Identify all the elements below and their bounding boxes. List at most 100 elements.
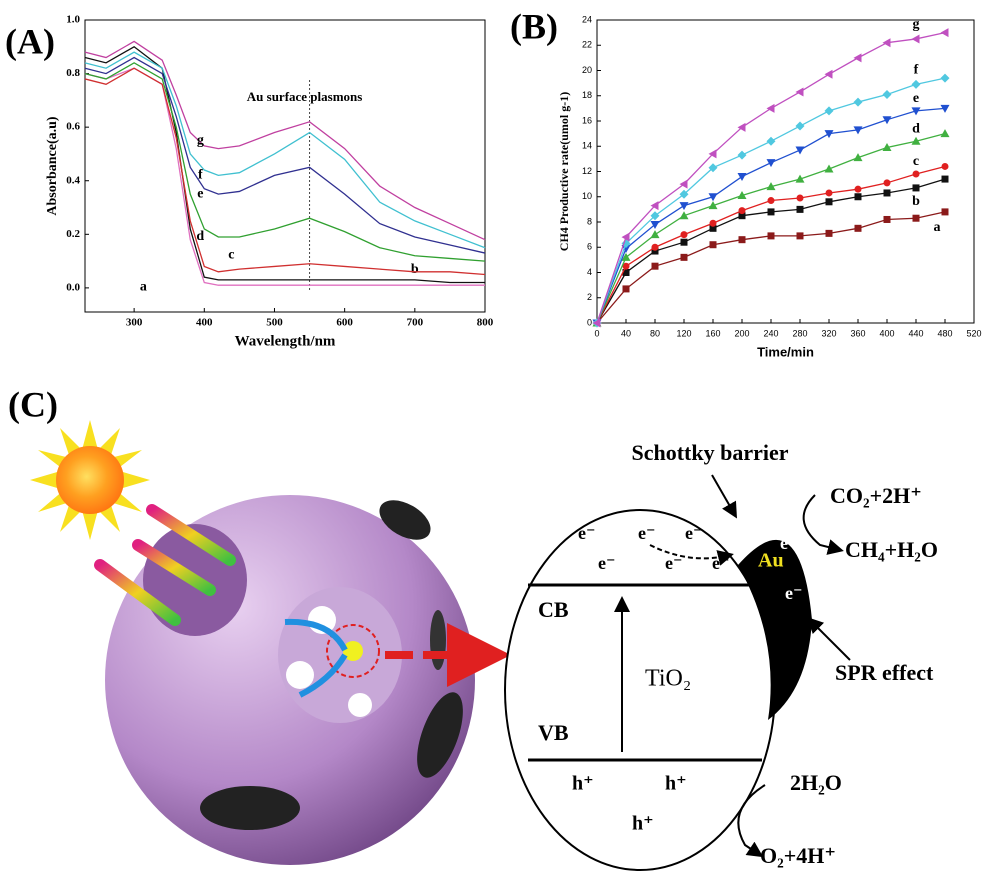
series-label: f <box>914 63 919 78</box>
data-point <box>942 176 949 183</box>
data-point <box>854 98 863 107</box>
data-point <box>942 208 949 215</box>
y-tick-label: 14 <box>582 141 592 151</box>
x-tick-label: 40 <box>621 328 631 338</box>
data-point <box>796 87 804 96</box>
data-point <box>912 34 920 43</box>
data-point <box>855 193 862 200</box>
data-point <box>825 164 834 172</box>
sphere <box>105 492 475 865</box>
series-label: a <box>934 220 941 235</box>
data-point <box>681 254 688 261</box>
data-point <box>767 137 776 146</box>
hole: h⁺ <box>665 773 687 795</box>
x-tick-label: 360 <box>850 328 865 338</box>
series-line <box>597 33 945 323</box>
data-point <box>768 197 775 204</box>
data-point <box>623 285 630 292</box>
data-point <box>681 231 688 238</box>
series-label: a <box>140 279 147 294</box>
x-axis-label: Time/min <box>757 344 814 359</box>
series-label: g <box>913 17 920 32</box>
y-tick-label: 0.2 <box>66 228 80 240</box>
x-tick-label: 300 <box>126 317 143 329</box>
y-axis-label: CH4 Productive rate(umol g-1) <box>557 92 571 251</box>
y-tick-label: 18 <box>582 90 592 100</box>
data-point <box>681 239 688 246</box>
series-label: e <box>197 186 203 201</box>
y-tick-label: 0 <box>587 317 592 327</box>
data-point <box>826 230 833 237</box>
x-tick-label: 800 <box>477 317 494 329</box>
panel-label: (B) <box>510 6 558 46</box>
y-tick-label: 0.0 <box>66 281 80 293</box>
data-point <box>826 198 833 205</box>
band-label: CB <box>538 597 569 622</box>
y-tick-label: 12 <box>582 166 592 176</box>
electron: e⁻ <box>578 523 596 543</box>
x-tick-label: 0 <box>594 328 599 338</box>
charts: (A)0.00.20.40.60.81.0300400500600700800W… <box>5 6 982 359</box>
electron: e⁻ <box>780 533 798 553</box>
x-tick-label: 600 <box>336 317 353 329</box>
data-point <box>941 28 949 37</box>
band-label: VB <box>538 720 569 745</box>
data-point <box>826 189 833 196</box>
series-label: e <box>913 91 919 106</box>
data-point <box>883 38 891 47</box>
series-label: g <box>197 133 204 148</box>
data-point <box>710 220 717 227</box>
x-tick-label: 520 <box>966 328 981 338</box>
data-point <box>941 74 950 83</box>
electron: e⁻ <box>685 523 703 543</box>
data-point <box>651 230 660 238</box>
data-point <box>913 171 920 178</box>
data-point <box>739 236 746 243</box>
y-tick-label: 6 <box>587 242 592 252</box>
product-label: CH₄+H₂O <box>845 537 938 562</box>
data-point <box>767 159 776 167</box>
material-label: TiO₂ <box>645 666 691 692</box>
data-point <box>680 202 689 210</box>
electron: e⁻ <box>712 553 730 573</box>
x-tick-label: 200 <box>734 328 749 338</box>
x-tick-label: 160 <box>705 328 720 338</box>
x-tick-label: 500 <box>266 317 283 329</box>
figure: (A)0.00.20.40.60.81.0300400500600700800W… <box>0 0 988 878</box>
series-label: f <box>198 168 203 183</box>
data-point <box>796 147 805 155</box>
data-point <box>942 163 949 170</box>
panel-label: (A) <box>5 21 55 61</box>
series-label: b <box>411 262 419 277</box>
data-point <box>884 216 891 223</box>
y-tick-label: 0.6 <box>66 121 80 133</box>
data-point <box>825 106 834 115</box>
series-label: c <box>913 154 919 169</box>
x-tick-label: 440 <box>908 328 923 338</box>
schottky-label: Schottky barrier <box>631 440 788 465</box>
data-point <box>797 206 804 213</box>
data-point <box>941 129 950 137</box>
electron: e⁻ <box>785 583 803 603</box>
data-point <box>913 184 920 191</box>
series-line <box>85 47 485 283</box>
x-tick-label: 80 <box>650 328 660 338</box>
data-point <box>854 53 862 62</box>
electron: e⁻ <box>755 518 773 538</box>
y-tick-label: 1.0 <box>66 14 80 26</box>
y-tick-label: 2 <box>587 292 592 302</box>
x-tick-label: 120 <box>676 328 691 338</box>
panel-c: (C) Schottky barrier SPR effect CO₂+2H⁺ … <box>8 384 938 870</box>
data-point <box>825 70 833 79</box>
data-point <box>912 80 921 89</box>
x-tick-label: 700 <box>407 317 424 329</box>
data-point <box>652 263 659 270</box>
data-point <box>768 208 775 215</box>
sun <box>30 420 150 540</box>
data-point <box>825 130 834 138</box>
y-tick-label: 4 <box>587 267 592 277</box>
product-label: O₂+4H⁺ <box>760 843 836 868</box>
electron: e⁻ <box>638 523 656 543</box>
series-label: d <box>912 121 920 136</box>
